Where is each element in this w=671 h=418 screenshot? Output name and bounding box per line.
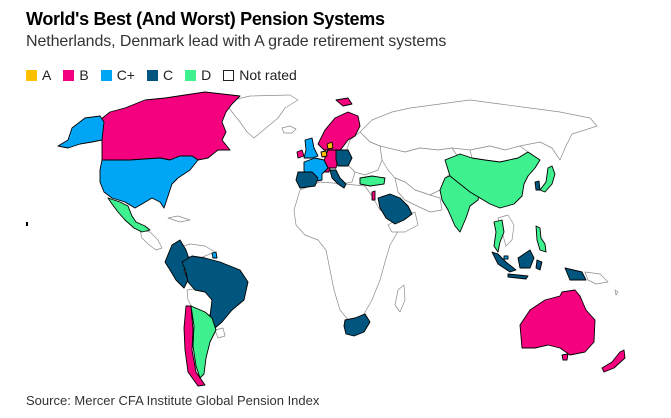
not-rated-regions: [139, 94, 619, 339]
legend-swatch-c-plus: [100, 69, 112, 81]
legend-swatch-d: [185, 69, 197, 81]
country-poland-austria: [335, 149, 353, 167]
country-tasmania: [561, 353, 569, 361]
country-papua-indonesia: [564, 267, 587, 281]
map-edge-mark: [26, 222, 28, 226]
grade-c-regions: [164, 149, 587, 337]
grade-c-plus-regions: [57, 115, 509, 260]
country-thailand: [493, 219, 505, 253]
country-philippines: [535, 225, 547, 253]
legend: A B C+ C D Not rated: [26, 67, 309, 83]
chart-subtitle: Netherlands, Denmark lead with A grade r…: [26, 33, 447, 50]
country-madagascar: [394, 284, 406, 313]
region-pacific-islands: [614, 289, 619, 296]
country-greenland: [224, 94, 299, 139]
country-chile: [183, 305, 206, 387]
world-map: [26, 91, 626, 387]
country-java: [507, 273, 529, 280]
country-israel: [371, 190, 376, 201]
country-italy: [329, 169, 347, 189]
country-united-kingdom: [303, 137, 319, 159]
country-borneo: [517, 249, 535, 269]
country-south-africa: [343, 313, 371, 337]
region-africa: [293, 181, 406, 323]
legend-item-c-plus: C+: [100, 67, 135, 83]
legend-swatch-not-rated: [223, 69, 235, 81]
legend-label-not-rated: Not rated: [239, 67, 297, 83]
country-canada: [99, 91, 241, 161]
country-malaysia-indonesia: [491, 251, 517, 273]
grade-a-regions: [320, 141, 334, 158]
country-singapore: [503, 255, 509, 260]
country-brazil: [181, 255, 249, 329]
country-papua-new-guinea: [584, 271, 609, 285]
country-argentina: [190, 305, 217, 379]
legend-swatch-b: [63, 69, 75, 81]
region-caribbean: [167, 215, 191, 223]
legend-label-c-plus: C+: [116, 67, 135, 83]
country-new-zealand: [601, 349, 626, 373]
country-iceland: [281, 125, 297, 134]
region-iran-pakistan: [394, 177, 443, 213]
country-usa-alaska: [57, 115, 105, 149]
country-netherlands: [320, 150, 328, 158]
region-central-america: [139, 229, 163, 251]
country-australia: [519, 289, 596, 356]
country-japan: [539, 165, 556, 193]
legend-swatch-c: [146, 69, 158, 81]
legend-label-b: B: [79, 67, 89, 83]
legend-label-c: C: [162, 67, 174, 83]
country-mexico: [107, 197, 151, 233]
country-ireland: [296, 149, 305, 159]
country-turkey: [359, 175, 386, 187]
legend-item-not-rated: Not rated: [223, 67, 297, 83]
country-french-guiana: [211, 251, 218, 259]
country-saudi-arabia: [377, 193, 413, 225]
legend-swatch-a: [26, 69, 37, 81]
country-sulawesi: [535, 259, 543, 271]
legend-label-a: A: [42, 67, 52, 83]
legend-label-d: D: [201, 67, 212, 83]
country-china: [444, 151, 541, 209]
country-south-korea: [534, 180, 541, 191]
chart-title: World's Best (And Worst) Pension Systems: [26, 9, 385, 29]
legend-item-d: D: [185, 67, 211, 83]
legend-item-b: B: [63, 67, 89, 83]
country-spain: [295, 171, 319, 189]
legend-item-c: C: [146, 67, 174, 83]
source-note: Source: Mercer CFA Institute Global Pens…: [26, 393, 320, 408]
country-usa: [99, 155, 199, 209]
country-svalbard: [335, 97, 353, 107]
country-denmark: [326, 141, 334, 150]
grade-d-regions: [107, 151, 556, 379]
legend-item-a: A: [26, 67, 51, 83]
country-uruguay: [214, 327, 226, 339]
